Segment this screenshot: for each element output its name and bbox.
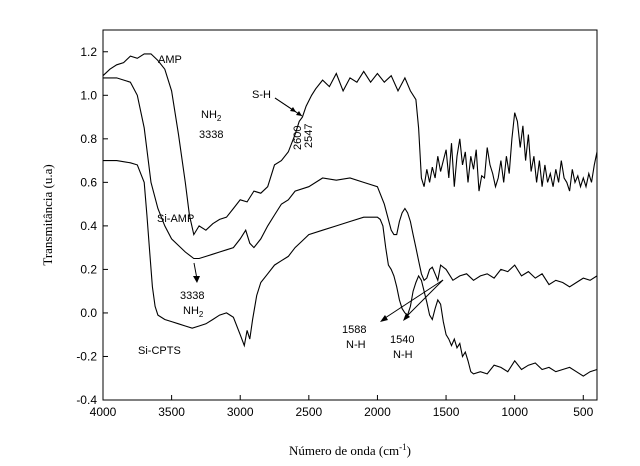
- x-tick-label: 1000: [501, 405, 528, 419]
- x-tick-labels: 4000 3500 3000 2500 2000 1500 1000 500: [90, 405, 594, 419]
- annotation-1588: 1588: [342, 324, 366, 336]
- annotation-2600: 2600: [292, 126, 304, 150]
- annotation-nh-1588: N-H: [346, 339, 366, 351]
- x-tick-label: 2500: [295, 405, 322, 419]
- x-tick-label: 4000: [90, 405, 117, 419]
- x-tick-label: 2000: [364, 405, 391, 419]
- y-tick-label: 0.6: [80, 175, 97, 189]
- arrowhead-1540: [403, 313, 410, 321]
- arrowhead-3338-bottom: [193, 276, 200, 283]
- annotation-1540: 1540: [390, 334, 414, 346]
- series-label-si-amp: Si-AMP: [157, 213, 194, 225]
- arrowhead-1588: [380, 315, 388, 322]
- y-tick-label: 0.2: [80, 262, 97, 276]
- series-lines: [102, 53, 598, 377]
- y-tick-label: 1.0: [80, 88, 97, 102]
- y-axis-title: Transmitância (u.a): [40, 164, 55, 265]
- annotation-3338-top: 3338: [199, 129, 223, 141]
- annotation-2547: 2547: [303, 124, 315, 148]
- y-tick-label: -0.2: [76, 349, 97, 363]
- annotation-sh: S-H: [252, 89, 271, 101]
- y-tick-label: -0.4: [76, 393, 97, 407]
- x-axis-title: Número de onda (cm-1): [289, 442, 411, 458]
- series-line-amp: [102, 53, 598, 237]
- x-tick-label: 3500: [158, 405, 185, 419]
- y-tick-labels: -0.4 -0.2 0.0 0.2 0.4 0.6 0.8 1.0 1.2: [76, 45, 97, 407]
- arrowhead-sh-2547: [296, 111, 302, 116]
- x-tick-label: 3000: [227, 405, 254, 419]
- y-tick-label: 0.8: [80, 132, 97, 146]
- series-line-si-amp: [103, 77, 598, 288]
- x-tick-label: 1500: [433, 405, 460, 419]
- arrow-1540: [404, 279, 444, 319]
- series-label-si-cpts: Si-CPTS: [138, 345, 181, 357]
- annotation-nh2-top: NH2: [201, 109, 222, 123]
- annotation-nh2-bottom: NH2: [183, 305, 204, 319]
- series-line-si-cpts: [103, 160, 598, 377]
- y-tick-label: 1.2: [80, 45, 97, 59]
- axis-ticks: [102, 51, 584, 401]
- y-tick-label: 0.4: [80, 219, 97, 233]
- annotation-nh-1540: N-H: [393, 349, 413, 361]
- annotation-3338-bottom: 3338: [180, 290, 204, 302]
- y-tick-label: 0.0: [80, 306, 97, 320]
- x-tick-label: 500: [573, 405, 593, 419]
- plot-frame: [102, 29, 598, 401]
- arrow-1588: [381, 279, 444, 321]
- series-label-amp: AMP: [158, 54, 182, 66]
- arrowhead-sh-2600: [290, 107, 296, 112]
